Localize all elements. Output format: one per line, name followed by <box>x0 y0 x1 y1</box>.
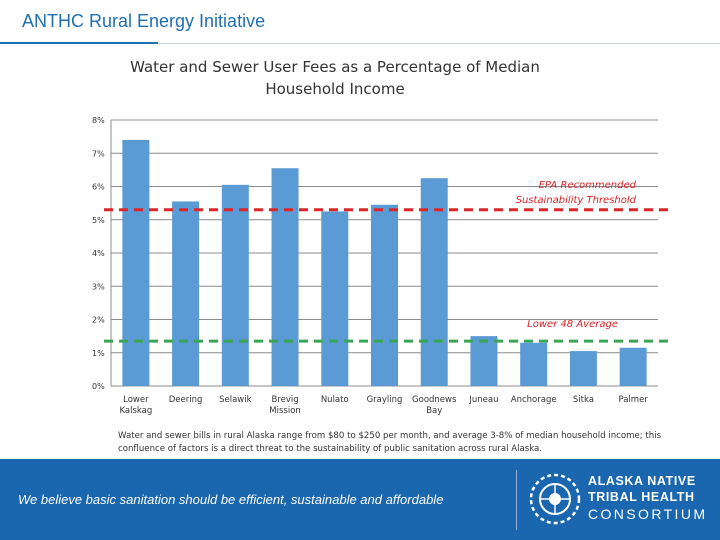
logo-line-1: ALASKA NATIVE <box>588 474 696 488</box>
y-tick-label: 1% <box>92 349 105 358</box>
y-tick-label: 3% <box>92 282 105 291</box>
x-tick-label: Mission <box>269 406 301 416</box>
bar <box>619 347 647 386</box>
x-tick-label: Juneau <box>468 395 498 405</box>
anthc-logo-text: ALASKA NATIVE TRIBAL HEALTH CONSORTIUM <box>588 473 707 524</box>
footer-bar <box>0 459 720 540</box>
logo-line-3: CONSORTIUM <box>588 506 708 522</box>
y-tick-label: 6% <box>92 183 105 192</box>
bar <box>371 204 398 386</box>
x-tick-label: Nulato <box>321 395 349 405</box>
bar <box>271 168 299 386</box>
x-tick-label: Brevig <box>271 395 298 405</box>
annotation-epa-threshold: Sustainability Threshold <box>516 195 637 206</box>
bar <box>420 178 448 386</box>
annotation-epa-threshold: EPA Recommended <box>539 180 637 191</box>
bar <box>321 211 349 386</box>
bar <box>172 201 200 386</box>
slide-title: ANTHC Rural Energy Initiative <box>22 11 266 31</box>
x-tick-label: Goodnews <box>412 395 457 405</box>
annotation-lower48: Lower 48 Average <box>527 319 618 330</box>
x-tick-label: Grayling <box>367 395 403 405</box>
bar <box>221 184 249 386</box>
footer-divider <box>516 470 517 530</box>
y-tick-label: 7% <box>92 149 105 158</box>
anthc-logo-icon <box>529 473 581 525</box>
bar <box>520 342 548 386</box>
chart-caption: Water and sewer bills in rural Alaska ra… <box>118 431 662 454</box>
x-tick-label: Anchorage <box>511 395 557 405</box>
x-tick-label: Selawik <box>219 395 252 405</box>
y-tick-label: 4% <box>92 249 105 258</box>
chart-title: Water and Sewer User Fees as a Percentag… <box>130 58 540 98</box>
title-divider <box>158 43 720 44</box>
x-tick-label: Palmer <box>618 395 648 405</box>
logo-line-2: TRIBAL HEALTH <box>588 490 695 504</box>
bar <box>122 139 150 386</box>
y-tick-label: 8% <box>92 116 105 125</box>
footer-tagline: We believe basic sanitation should be ef… <box>18 492 444 507</box>
y-tick-label: 2% <box>92 316 105 325</box>
bar <box>470 336 498 386</box>
x-tick-label: Deering <box>169 395 203 405</box>
x-tick-label: Kalskag <box>119 406 152 416</box>
title-underline <box>0 42 158 44</box>
y-tick-label: 0% <box>92 382 105 391</box>
x-tick-label: Lower <box>123 395 149 405</box>
y-tick-label: 5% <box>92 216 105 225</box>
x-tick-label: Bay <box>426 406 442 416</box>
bar <box>569 351 597 386</box>
x-tick-label: Sitka <box>573 395 594 405</box>
